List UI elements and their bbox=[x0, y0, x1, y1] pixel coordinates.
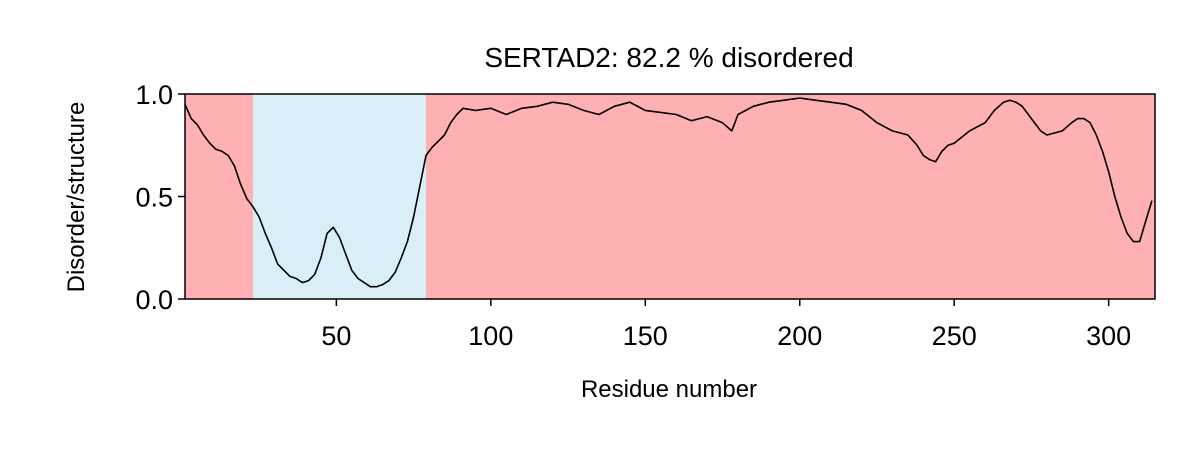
x-tick-label-150: 150 bbox=[623, 321, 668, 351]
y-axis-label: Disorder/structure bbox=[63, 102, 90, 293]
series-line-1 bbox=[184, 97, 1153, 288]
x-axis: 50 100 150 200 250 300 bbox=[321, 299, 1131, 351]
region-disordered-3 bbox=[425, 94, 1155, 299]
y-tick-label-0.0: 0.0 bbox=[135, 285, 173, 315]
region-structured-2 bbox=[252, 94, 426, 299]
region-disordered-1 bbox=[185, 94, 253, 299]
line-layer bbox=[184, 97, 1153, 288]
x-tick-label-50: 50 bbox=[321, 321, 351, 351]
y-tick-label-1.0: 1.0 bbox=[135, 80, 173, 110]
chart-title: SERTAD2: 82.2 % disordered bbox=[484, 42, 853, 73]
x-tick-label-100: 100 bbox=[468, 321, 513, 351]
y-axis: 0.0 0.5 1.0 bbox=[135, 80, 185, 315]
x-tick-label-300: 300 bbox=[1086, 321, 1131, 351]
region-bands bbox=[185, 94, 1155, 299]
x-tick-label-250: 250 bbox=[932, 321, 977, 351]
y-tick-label-0.5: 0.5 bbox=[135, 183, 173, 213]
x-tick-label-200: 200 bbox=[777, 321, 822, 351]
x-axis-label: Residue number bbox=[581, 376, 757, 403]
